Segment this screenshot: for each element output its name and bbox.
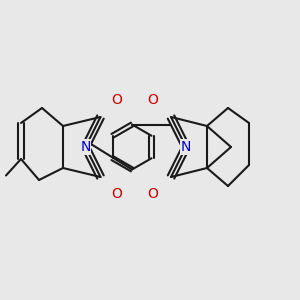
Text: O: O <box>148 187 158 200</box>
Text: N: N <box>80 140 91 154</box>
Text: O: O <box>148 94 158 107</box>
Text: N: N <box>181 140 191 154</box>
Text: O: O <box>112 187 122 200</box>
Text: O: O <box>112 94 122 107</box>
